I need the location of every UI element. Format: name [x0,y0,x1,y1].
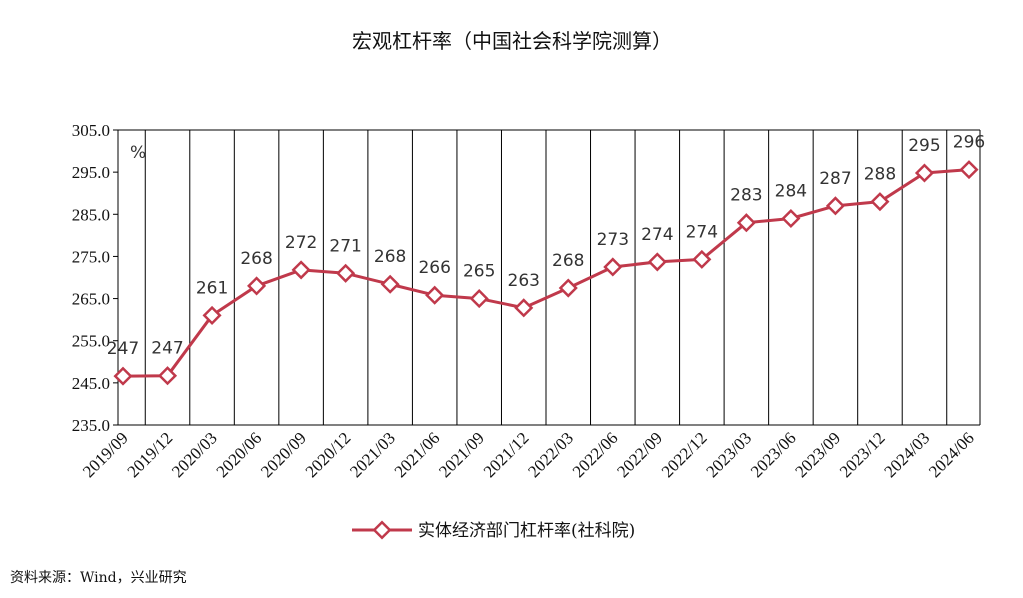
data-label: 273 [597,230,629,250]
grid-layer [144,130,948,425]
y-tick-label: 245.0 [72,374,110,393]
data-label: 247 [151,339,183,359]
y-tick-label: 305.0 [72,121,110,140]
data-label: 288 [864,165,896,185]
y-tick-label: 265.0 [72,290,110,309]
data-point [914,163,935,183]
data-label: 266 [418,258,450,278]
data-label: 295 [908,136,940,156]
x-tick-label: 2022/03 [524,428,577,481]
y-tick-label: 285.0 [72,205,110,224]
data-point [202,305,222,325]
x-tick-label: 2019/09 [79,428,132,481]
data-label: 265 [463,262,495,282]
data-label: 283 [730,186,762,206]
x-tick-label: 2020/03 [168,428,221,481]
legend-entry: 实体经济部门杠杆率(社科院) [418,521,635,541]
x-tick-label: 2023/06 [747,428,800,481]
data-point [157,366,178,386]
x-tick-label: 2021/03 [346,428,399,481]
x-tick-label: 2021/12 [480,428,533,481]
x-tick-label: 2024/03 [880,428,933,481]
data-label-layer: 247 247 261 268 272 271 268 266 265 263 268 273 274 2… [107,133,985,360]
data-label: 247 [107,339,139,359]
data-label: 271 [329,236,361,256]
data-label: 287 [819,169,851,189]
data-point [692,249,712,269]
series-layer [113,160,979,386]
data-point [113,366,133,386]
data-point [558,278,578,298]
x-tick-label: 2019/12 [124,428,177,481]
source-note: 资料来源：Wind，兴业研究 [10,570,187,586]
data-point [959,160,979,180]
x-tick-label: 2023/12 [836,428,889,481]
data-point [425,285,445,305]
data-label: 296 [953,133,985,153]
x-tick-label: 2020/12 [302,428,355,481]
data-label: 272 [285,233,317,253]
data-label: 274 [686,222,718,242]
x-tick-label: 2022/12 [658,428,711,481]
legend-marker [372,520,392,540]
data-label: 284 [775,182,807,202]
data-point [870,192,890,212]
x-tick-label: 2024/06 [925,428,978,481]
chart-title: 宏观杠杆率（中国社会科学院测算） [352,29,672,53]
y-tick-label: 275.0 [72,247,110,266]
data-point [291,260,311,280]
y-tick-label: 255.0 [72,332,110,351]
x-tick-label: 2023/09 [791,428,844,481]
data-point [781,208,801,229]
data-label: 268 [374,247,406,267]
data-point [736,213,756,233]
x-tick-label: 2021/09 [435,428,488,481]
x-tick-label: 2022/06 [569,428,622,481]
data-point [647,252,667,272]
data-point [825,196,845,216]
legend: 实体经济部门杠杆率(社科院) [352,520,635,541]
data-point [603,257,623,277]
x-tick-label: 2020/09 [257,428,310,481]
data-label: 274 [641,225,673,245]
y-tick-label: 295.0 [72,163,110,182]
data-label: 268 [552,251,584,271]
data-label: 261 [196,278,228,298]
data-point [336,263,356,283]
data-label: 263 [508,271,540,291]
x-tick-label: 2020/06 [213,428,266,481]
unit-label: % [130,143,146,163]
x-tick-label: 2023/03 [702,428,755,481]
x-tick-label: 2022/09 [613,428,666,481]
data-point [514,298,534,318]
data-point [247,276,267,296]
data-label: 268 [240,249,272,269]
data-point [469,289,489,309]
x-tick-label: 2021/06 [391,428,444,481]
data-point [380,274,400,294]
y-tick-label: 235.0 [72,416,110,435]
